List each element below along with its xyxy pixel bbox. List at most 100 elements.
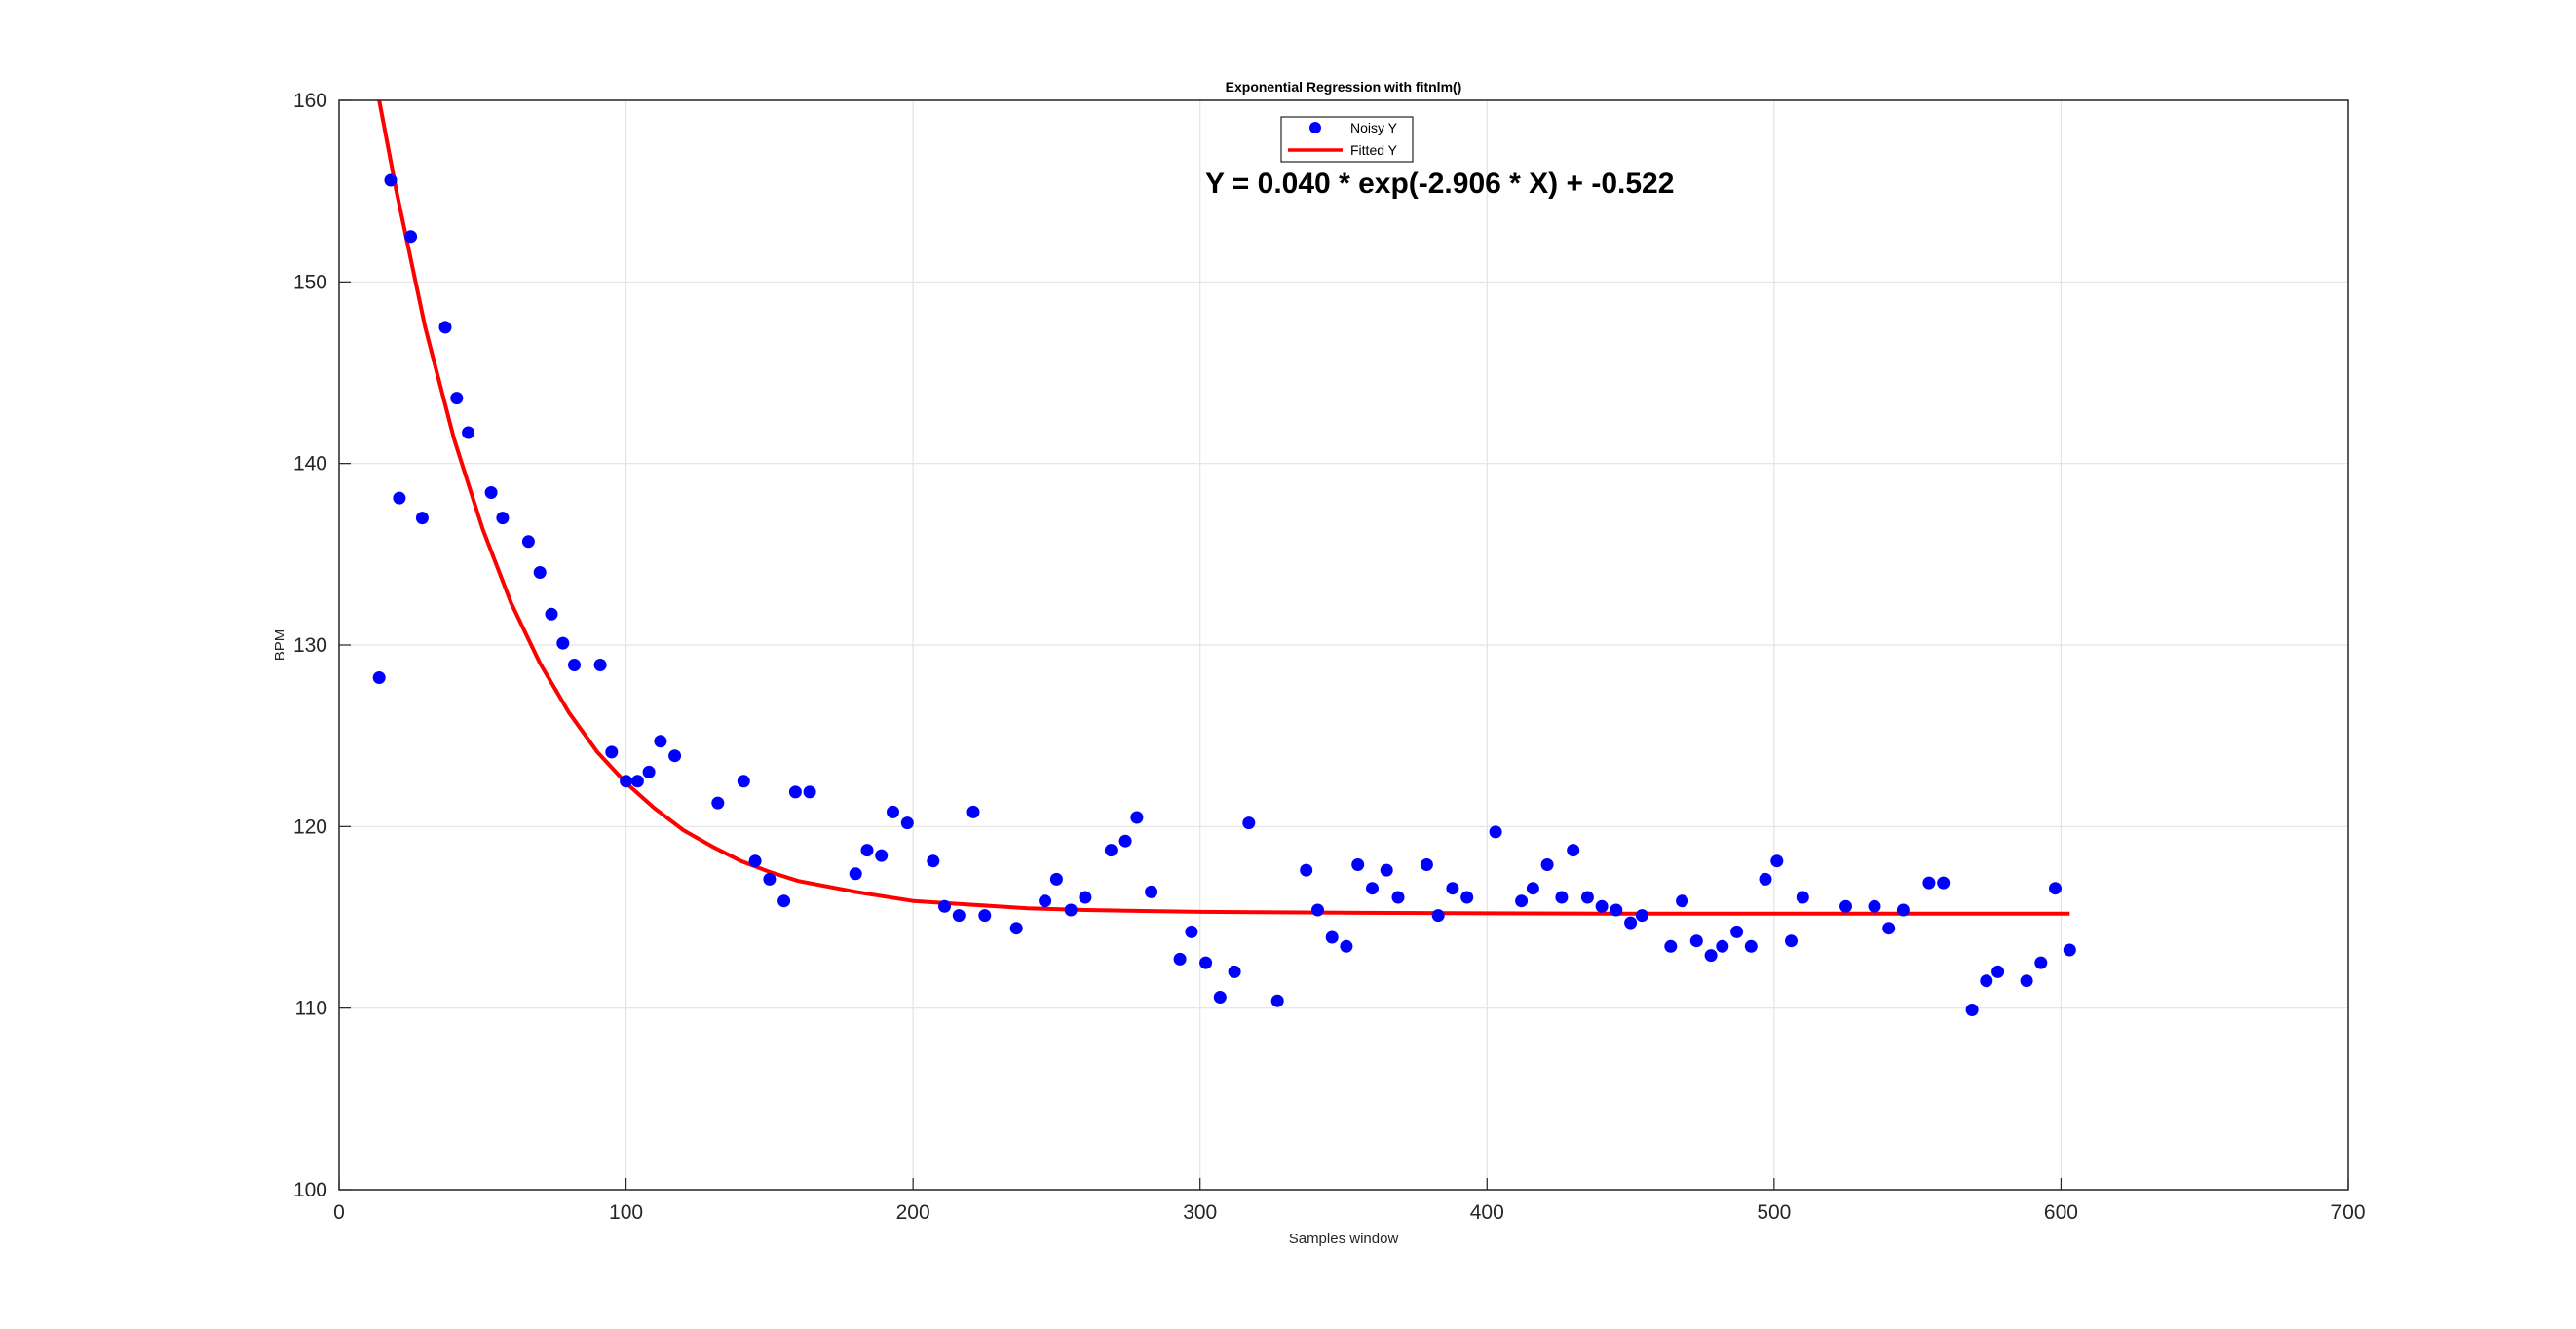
scatter-point — [1730, 925, 1744, 938]
scatter-point — [1610, 903, 1623, 917]
scatter-point — [1199, 956, 1213, 969]
scatter-point — [1624, 916, 1638, 930]
scatter-point — [1039, 894, 1052, 908]
scatter-point — [654, 735, 667, 748]
scatter-point — [1311, 903, 1324, 917]
legend-box — [1280, 116, 1414, 163]
x-tick-label: 400 — [1470, 1201, 1504, 1224]
scatter-point — [1145, 885, 1158, 898]
y-tick-label: 140 — [293, 453, 327, 475]
scatter-point — [1213, 991, 1227, 1004]
scatter-point — [788, 785, 802, 799]
legend-marker-noisy — [1309, 122, 1321, 133]
x-axis-ticks: 0 100 200 300 400 500 600 700 — [333, 1178, 2366, 1224]
scatter-point — [484, 486, 498, 499]
scatter-point — [1664, 939, 1678, 953]
scatter-point — [1489, 825, 1502, 839]
scatter-point — [1937, 876, 1951, 890]
scatter-point — [1460, 891, 1474, 904]
scatter-point — [938, 899, 951, 913]
scatter-point — [1716, 939, 1729, 953]
legend-label-fitted: Fitted Y — [1350, 142, 1398, 158]
scatter-point — [1839, 899, 1852, 913]
scatter-point — [927, 854, 940, 868]
scatter-point — [952, 909, 966, 923]
scatter-point — [1366, 882, 1379, 895]
y-tick-label: 100 — [293, 1179, 327, 1201]
scatter-point — [1420, 858, 1433, 871]
scatter-point — [1300, 863, 1313, 877]
scatter-point — [1104, 844, 1118, 857]
y-tick-label: 110 — [295, 998, 327, 1020]
scatter-point — [593, 659, 607, 671]
scatter-point — [1785, 934, 1798, 948]
y-axis-ticks: 100 110 120 130 140 150 160 — [293, 90, 351, 1201]
scatter-point — [1446, 882, 1459, 895]
scatter-point — [1567, 844, 1580, 857]
scatter-point — [605, 745, 619, 759]
y-tick-label: 160 — [293, 90, 327, 112]
scatter-point — [521, 535, 535, 549]
y-tick-label: 130 — [293, 634, 327, 657]
scatter-point — [1270, 994, 1284, 1007]
scatter-point — [1580, 891, 1594, 904]
scatter-point — [1882, 922, 1896, 935]
scatter-point — [1689, 934, 1703, 948]
y-tick-label: 120 — [293, 816, 327, 838]
scatter-point — [1770, 854, 1784, 868]
fitted-curve-layer — [377, 99, 2070, 916]
scatter-point — [1555, 891, 1569, 904]
scatter-point — [2049, 882, 2062, 895]
scatter-points-layer — [372, 173, 2076, 1016]
scatter-point — [1242, 816, 1256, 830]
scatter-point — [1049, 872, 1063, 886]
scatter-point — [875, 849, 889, 862]
scatter-point — [404, 230, 418, 244]
y-axis-label: BPM — [272, 629, 288, 662]
scatter-point — [533, 566, 547, 579]
scatter-point — [1595, 899, 1609, 913]
scatter-point — [1391, 891, 1405, 904]
scatter-point — [1118, 834, 1132, 848]
scatter-point — [737, 775, 750, 788]
scatter-point — [1635, 909, 1648, 923]
scatter-point — [860, 844, 874, 857]
scatter-point — [777, 894, 791, 908]
equation-annotation: Y = 0.040 * exp(-2.906 * X) + -0.522 — [1205, 168, 1674, 200]
scatter-point — [1980, 974, 1993, 988]
scatter-point — [1130, 811, 1144, 824]
scatter-point — [1185, 925, 1198, 938]
scatter-point — [2020, 974, 2033, 988]
y-tick-label: 150 — [293, 271, 327, 293]
scatter-point — [630, 775, 644, 788]
scatter-point — [1991, 965, 2005, 978]
scatter-point — [1896, 903, 1910, 917]
scatter-point — [1759, 872, 1772, 886]
legend-label-noisy: Noisy Y — [1350, 120, 1398, 135]
scatter-point — [1228, 965, 1241, 978]
scatter-point — [748, 854, 762, 868]
x-tick-label: 300 — [1183, 1201, 1217, 1224]
scatter-point — [620, 775, 633, 788]
scatter-point — [1431, 909, 1445, 923]
scatter-point — [2063, 943, 2076, 957]
scatter-point — [1340, 939, 1353, 953]
scatter-point — [1325, 930, 1339, 944]
scatter-point — [711, 796, 725, 810]
scatter-point — [1079, 891, 1092, 904]
x-axis-label: Samples window — [1289, 1231, 1399, 1247]
scatter-point — [1796, 891, 1809, 904]
x-tick-label: 200 — [896, 1201, 930, 1224]
scatter-point — [1526, 882, 1539, 895]
scatter-point — [1868, 899, 1881, 913]
scatter-point — [966, 805, 980, 818]
scatter-point — [1676, 894, 1689, 908]
chart-title: Exponential Regression with fitnlm() — [1226, 79, 1462, 95]
scatter-point — [545, 607, 558, 621]
scatter-point — [568, 659, 581, 671]
scatter-point — [393, 491, 406, 505]
scatter-point — [2034, 956, 2048, 969]
scatter-point — [384, 173, 398, 187]
scatter-point — [1173, 952, 1187, 966]
